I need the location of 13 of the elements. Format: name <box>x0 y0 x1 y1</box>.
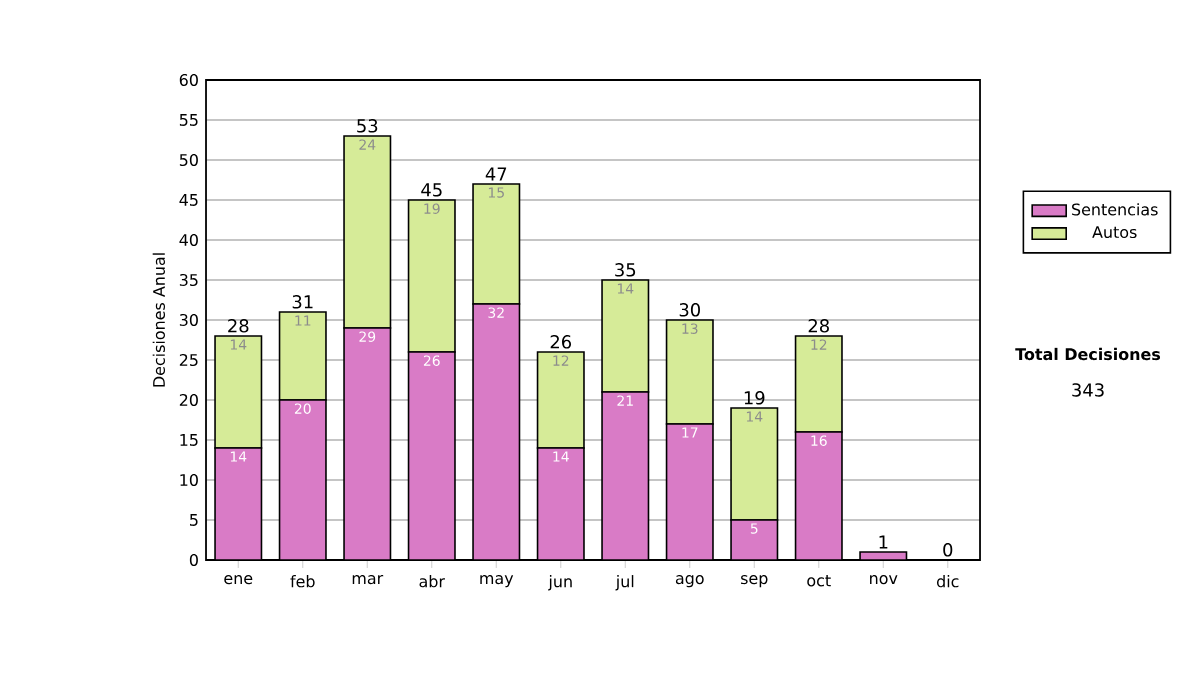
total-label: 35 <box>615 263 636 277</box>
total-label: 19 <box>744 391 765 405</box>
total-label: 53 <box>357 119 378 133</box>
text: 343 <box>1072 383 1104 397</box>
total-label: 47 <box>485 167 507 181</box>
total-label: 26 <box>550 335 572 349</box>
total-label: 28 <box>808 319 829 333</box>
total-label: 28 <box>228 319 249 333</box>
total-label: 0 <box>943 543 953 557</box>
total-label: 31 <box>292 295 313 309</box>
total-label: 30 <box>679 303 700 317</box>
total-label: 45 <box>421 183 442 197</box>
total-label: 1 <box>879 535 888 549</box>
